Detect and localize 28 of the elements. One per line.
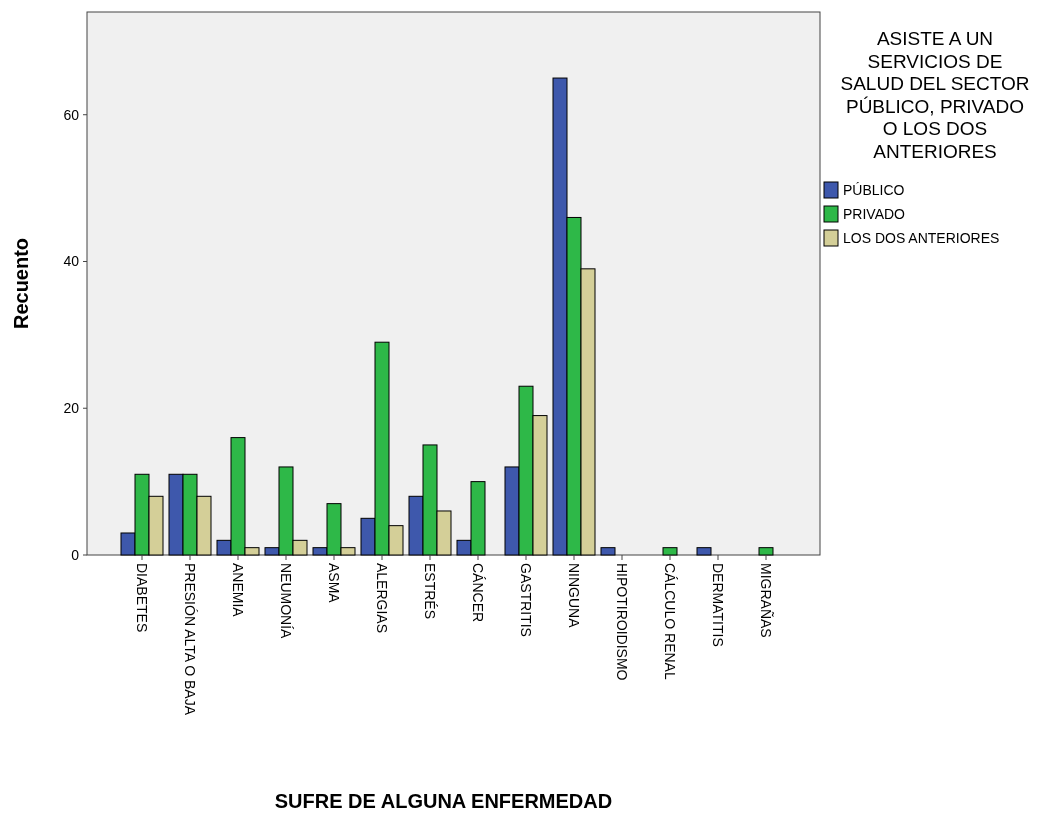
x-tick-label: GASTRITIS <box>518 563 535 637</box>
x-tick-label: HIPOTIROIDISMO <box>614 563 631 681</box>
legend-label: PÚBLICO <box>843 181 905 198</box>
bar <box>662 547 678 556</box>
y-tick-label: 0 <box>71 546 80 563</box>
y-axis-title: Recuento <box>10 237 32 330</box>
x-tick-label: DERMATITIS <box>710 563 727 647</box>
x-tick-label: PRESIÓN ALTA O BAJA <box>182 563 199 716</box>
bar <box>696 547 712 556</box>
y-tick-label: 40 <box>63 253 80 270</box>
bar <box>600 547 616 556</box>
x-tick-label: CÁLCULO RENAL <box>662 563 679 680</box>
legend-title: ASISTE A UN SERVICIOS DE SALUD DEL SECTOR PÚBLICO, PRIVADO O LOS DOS ANTERIORES <box>840 28 1030 162</box>
x-tick-label: ANEMIA <box>230 563 247 618</box>
legend-label: LOS DOS ANTERIORES <box>843 229 1000 246</box>
x-tick-label: MIGRAÑAS <box>758 563 775 638</box>
bar <box>758 547 774 556</box>
x-tick-label: CÁNCER <box>470 563 487 623</box>
legend-label: PRIVADO <box>843 205 906 222</box>
x-tick-label: ALERGIAS <box>374 563 391 634</box>
x-axis-title: SUFRE DE ALGUNA ENFERMEDAD <box>274 790 613 812</box>
y-tick-label: 60 <box>63 106 80 123</box>
x-tick-label: NEUMONÍA <box>278 563 295 640</box>
x-tick-label: DIABETES <box>134 563 151 633</box>
y-tick-label: 20 <box>63 400 80 417</box>
x-tick-label: ASMA <box>326 563 343 604</box>
x-tick-label: NINGUNA <box>566 563 583 629</box>
x-tick-label: ESTRÉS <box>422 563 439 620</box>
